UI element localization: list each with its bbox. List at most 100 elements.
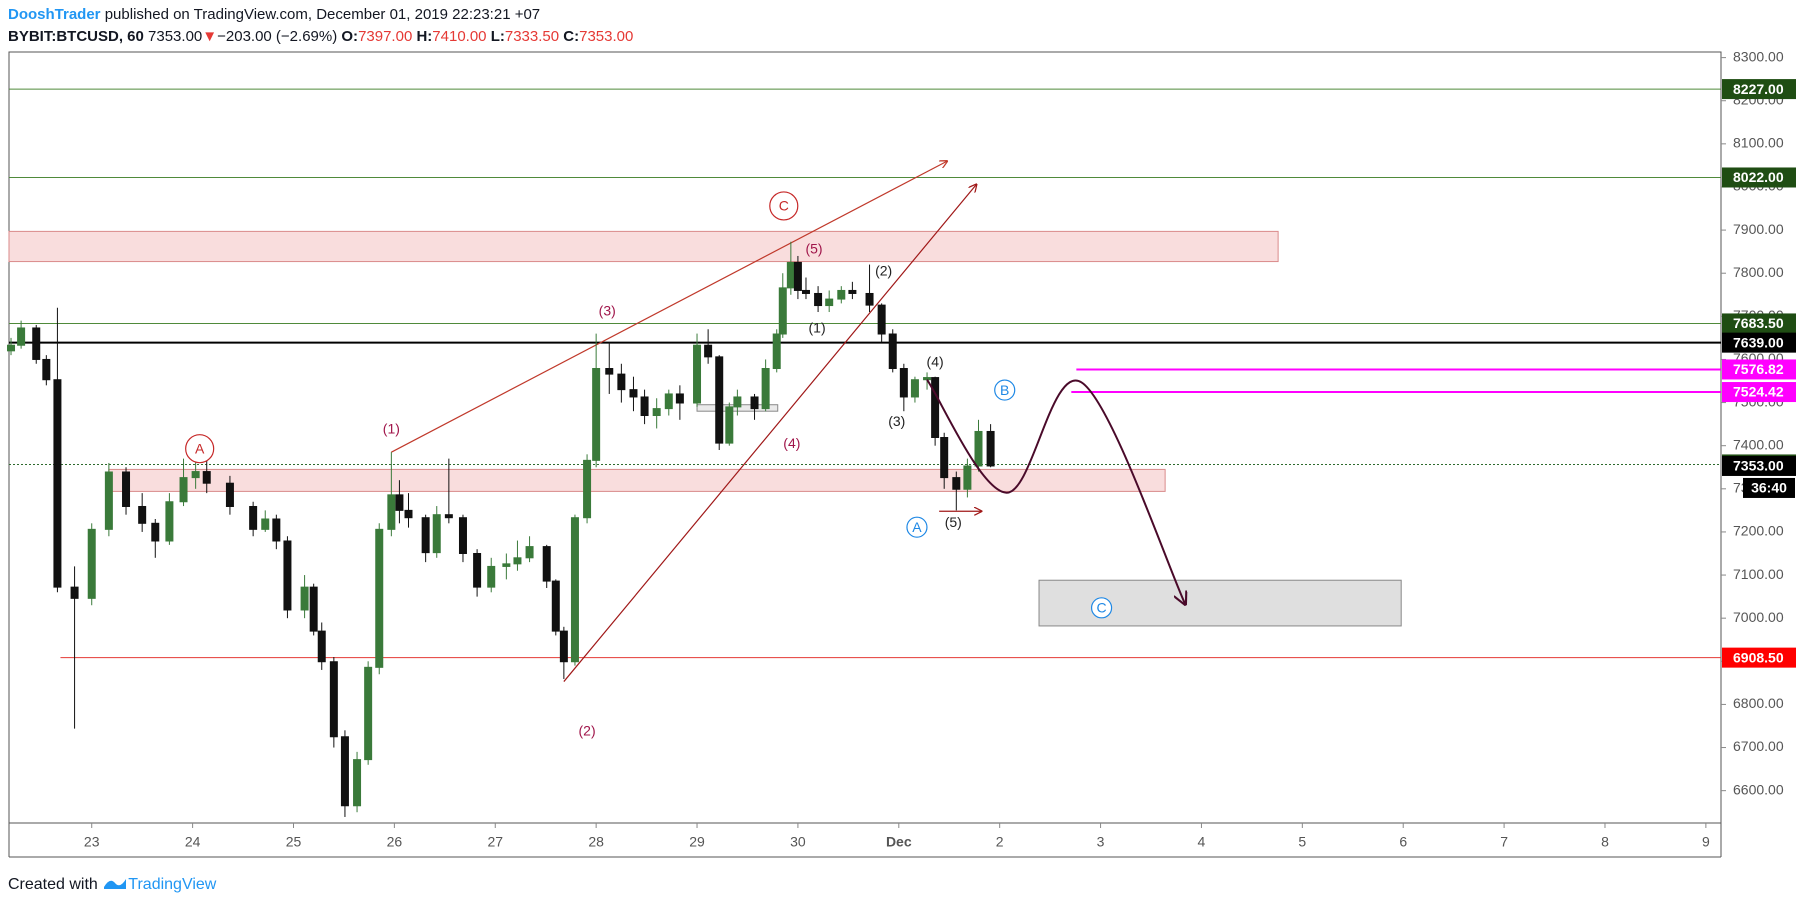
x-tick-label: 28: [588, 834, 604, 850]
candle-body: [272, 518, 281, 542]
candle-body: [122, 471, 131, 507]
candle-body: [387, 494, 396, 530]
candle-body: [421, 517, 430, 554]
price-label: 6908.50: [1733, 649, 1784, 665]
wave-label: C: [1097, 600, 1107, 616]
candle-body: [963, 465, 972, 490]
price-label: 7639.00: [1733, 334, 1784, 350]
price-label: 8227.00: [1733, 81, 1784, 97]
y-tick-label: 6800.00: [1733, 695, 1784, 711]
h: 7410.00: [432, 28, 487, 45]
author[interactable]: DooshTrader: [8, 6, 101, 23]
candle-body: [300, 586, 309, 611]
price-label-box: [1722, 167, 1796, 188]
candle-body: [825, 298, 834, 307]
candle-body: [923, 377, 932, 381]
price-label: 7524.42: [1733, 384, 1784, 400]
candle-body: [432, 514, 441, 554]
wave-label: B: [1000, 382, 1009, 398]
y-tick-label: 6600.00: [1733, 781, 1784, 797]
h-label: H:: [416, 28, 433, 45]
c: 7353.00: [579, 28, 634, 45]
candle-body: [778, 287, 787, 335]
wave-label: (2): [875, 262, 892, 278]
x-tick-label: 27: [487, 834, 503, 850]
wave-label: (1): [809, 320, 826, 336]
y-tick-label: 7800.00: [1733, 264, 1784, 280]
price-label-box: [1722, 313, 1796, 334]
y-tick-label: 7000.00: [1733, 609, 1784, 625]
candle-body: [940, 437, 949, 479]
candle-body: [225, 482, 234, 507]
price-label-box: [1722, 332, 1796, 353]
y-tick-label: 6700.00: [1733, 738, 1784, 754]
candle-body: [640, 396, 649, 417]
candle-body: [70, 586, 79, 599]
candle-body: [151, 522, 160, 542]
candle-body: [364, 666, 373, 761]
l: 7333.50: [504, 28, 560, 45]
header-line: DooshTrader published on TradingView.com…: [8, 6, 540, 23]
candle-body: [17, 327, 26, 346]
candle-body: [261, 518, 270, 530]
wave-circle: [1090, 597, 1113, 619]
candle-body: [837, 289, 846, 300]
candle-body: [733, 396, 742, 408]
candle-body: [202, 471, 211, 484]
candle-body: [693, 344, 702, 404]
footer: Created with TradingView: [8, 873, 216, 894]
candle-body: [487, 565, 496, 588]
x-tick-label: Dec: [886, 834, 912, 850]
trend-line: [391, 161, 947, 453]
candle-body: [786, 261, 795, 289]
candle-body: [931, 377, 940, 438]
l-label: L:: [490, 28, 505, 45]
candle-body: [458, 517, 467, 554]
footer-brand[interactable]: TradingView: [128, 876, 217, 893]
candle-body: [583, 459, 592, 519]
wave-circle: [769, 191, 799, 221]
candle-body: [513, 557, 522, 565]
last: 7353.00: [148, 28, 203, 45]
candle-body: [7, 344, 16, 352]
countdown: 36:40: [1751, 480, 1787, 496]
candle-body: [249, 505, 258, 530]
candle-body: [814, 292, 823, 307]
x-tick-label: 23: [84, 834, 100, 850]
x-tick-label: 24: [185, 834, 201, 850]
plot-frame: [8, 51, 1722, 824]
candle-body: [865, 292, 874, 306]
candle-body: [793, 261, 802, 291]
footer-text: Created with: [8, 876, 98, 893]
y-tick-label: 7100.00: [1733, 566, 1784, 582]
candle-body: [617, 373, 626, 391]
o: 7397.00: [358, 28, 413, 45]
x-tick-label: 7: [1500, 834, 1508, 850]
wave-label: (3): [888, 413, 905, 429]
x-tick-label: 26: [387, 834, 403, 850]
candle-body: [629, 389, 638, 398]
candle-body: [888, 333, 897, 370]
candle-body: [750, 396, 759, 410]
trend-line: [563, 184, 977, 682]
candle-body: [53, 379, 62, 588]
price-label-box: [1722, 382, 1796, 403]
candle-body: [375, 528, 384, 668]
x-tick-label: 5: [1298, 834, 1306, 850]
candle-body: [340, 736, 349, 807]
price-label-box: [1722, 647, 1796, 668]
candle-body: [309, 586, 318, 632]
candle-body: [974, 430, 983, 467]
candle-body: [848, 289, 857, 294]
candle-body: [104, 471, 113, 530]
x-tick-label: 9: [1702, 834, 1710, 850]
candle-body: [877, 304, 886, 335]
candle-body: [952, 477, 961, 490]
published: published on TradingView.com, December 0…: [104, 6, 541, 23]
candle-body: [899, 368, 908, 398]
projection-path: [926, 379, 1185, 605]
wave-label: (5): [805, 240, 822, 256]
candle-body: [473, 552, 482, 588]
candle-body: [761, 368, 770, 410]
